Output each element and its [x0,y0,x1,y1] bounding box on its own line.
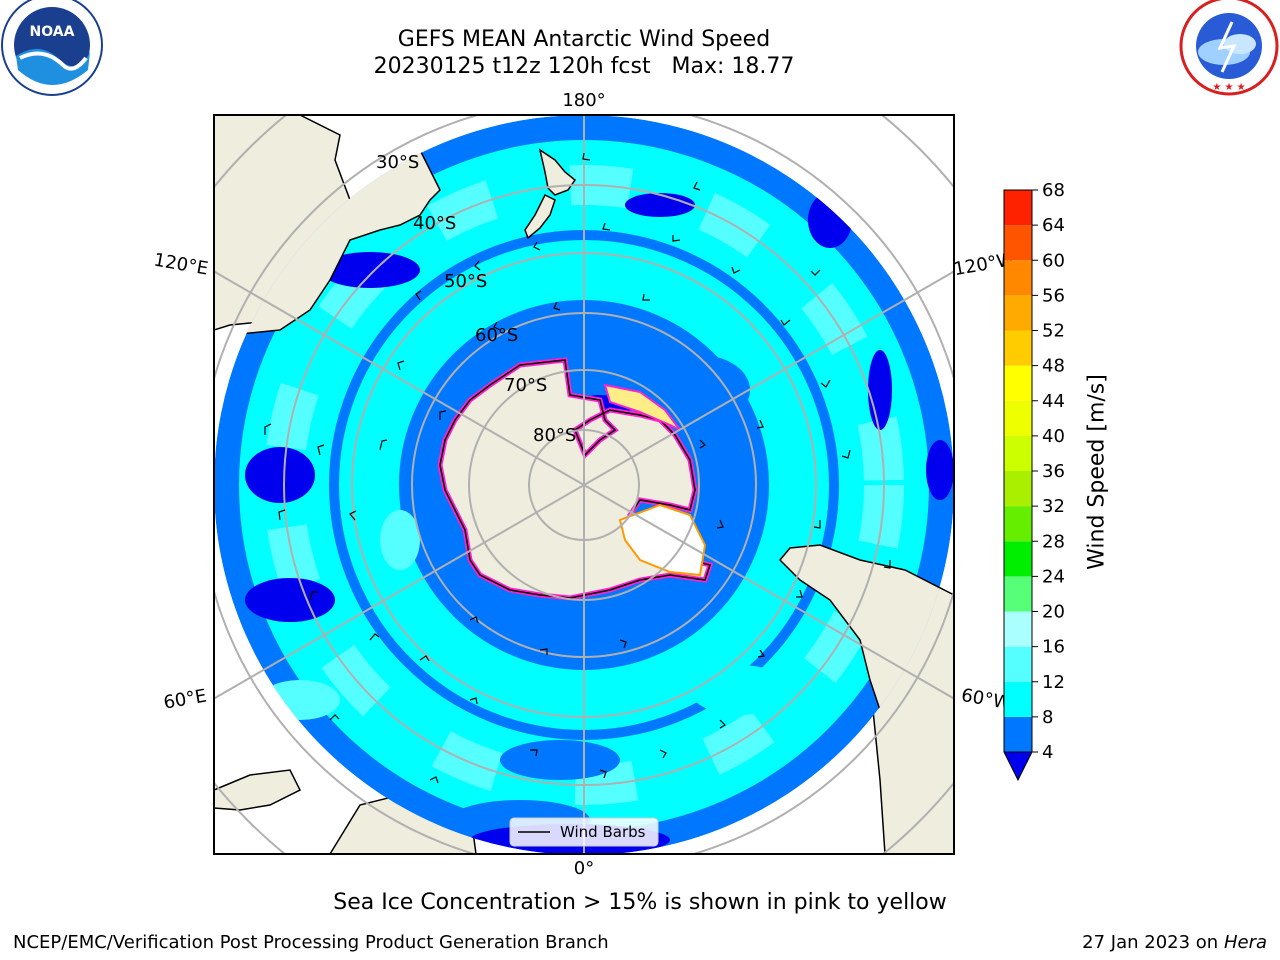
lat-labels: 30°S 40°S 50°S 60°S 70°S 80°S [376,152,576,446]
footer-credit: NCEP/EMC/Verification Post Processing Pr… [13,932,609,953]
colorbar-bin [1004,611,1032,647]
colorbar-tick-label: 24 [1042,566,1065,587]
footer-host: Hera [1223,932,1267,953]
graticule [214,115,954,854]
noaa-logo-text: NOAA [30,24,75,40]
colorbar-tick-label: 56 [1042,285,1065,306]
colorbar-bin [1004,400,1032,436]
colorbar-tick-label: 8 [1042,707,1053,728]
lat-label: 70°S [504,375,547,396]
colorbar-bin [1004,646,1032,682]
lat-label: 60°S [475,325,518,346]
colorbar-label: Wind Speed [m/s] [1084,374,1110,570]
colorbar-bin [1004,365,1032,401]
colorbar-bin [1004,681,1032,717]
colorbar-tick-label: 68 [1042,180,1065,201]
colorbar-tick-label: 44 [1042,391,1065,412]
nws-logo: ★ ★ ★ [1179,0,1279,96]
colorbar-bin [1004,506,1032,542]
colorbar-tick-label: 12 [1042,672,1065,693]
lon-label-120e: 120°E [152,249,210,279]
svg-text:★ ★ ★: ★ ★ ★ [1212,82,1245,93]
colorbar-bin [1004,190,1032,226]
colorbar-under-arrow [1003,751,1033,782]
lat-label: 30°S [376,152,419,173]
colorbar-bin [1004,716,1032,752]
lat-label: 40°S [413,213,456,234]
map-title: GEFS MEAN Antarctic Wind Speed [397,27,771,52]
lon-label-60e: 60°E [162,685,208,713]
colorbar-bin [1004,435,1032,471]
wind-barbs [264,152,891,784]
lat-label: 50°S [444,271,487,292]
map-subtitle: 20230125 t12z 120h fcst Max: 18.77 [373,54,795,79]
colorbar-tick-label: 64 [1042,215,1065,236]
footer-date-text: 27 Jan 2023 on [1082,932,1224,953]
lat-label: 80°S [533,425,576,446]
colorbar-tick-label: 60 [1042,250,1065,271]
sea-ice-note: Sea Ice Concentration > 15% is shown in … [333,890,947,915]
legend-label: Wind Barbs [560,823,646,841]
colorbar-tick-label: 52 [1042,321,1065,342]
colorbar-tick-label: 40 [1042,426,1065,447]
lon-label-0: 0° [574,858,594,879]
lon-label-180: 180° [562,90,605,111]
colorbar-bin [1004,225,1032,261]
colorbar-tick-label: 32 [1042,496,1065,517]
colorbar-bin [1004,260,1032,296]
map-frame [213,114,955,855]
colorbar-bin [1004,471,1032,507]
colorbar-bin [1004,541,1032,577]
colorbar-tick-label: 20 [1042,602,1065,623]
map-area: Wind Barbs [214,115,954,854]
colorbar-bin [1004,576,1032,612]
colorbar-tick-label: 28 [1042,531,1065,552]
colorbar-bin [1004,330,1032,366]
colorbar-tick-label: 48 [1042,356,1065,377]
colorbar-tick-label: 4 [1042,742,1053,763]
noaa-logo: NOAA [1,0,103,96]
colorbar-tick-label: 36 [1042,461,1065,482]
colorbar-tick-label: 16 [1042,637,1065,658]
footer-date: 27 Jan 2023 on Hera [1082,932,1267,953]
colorbar-bin [1004,295,1032,331]
map-legend: Wind Barbs [509,817,659,847]
